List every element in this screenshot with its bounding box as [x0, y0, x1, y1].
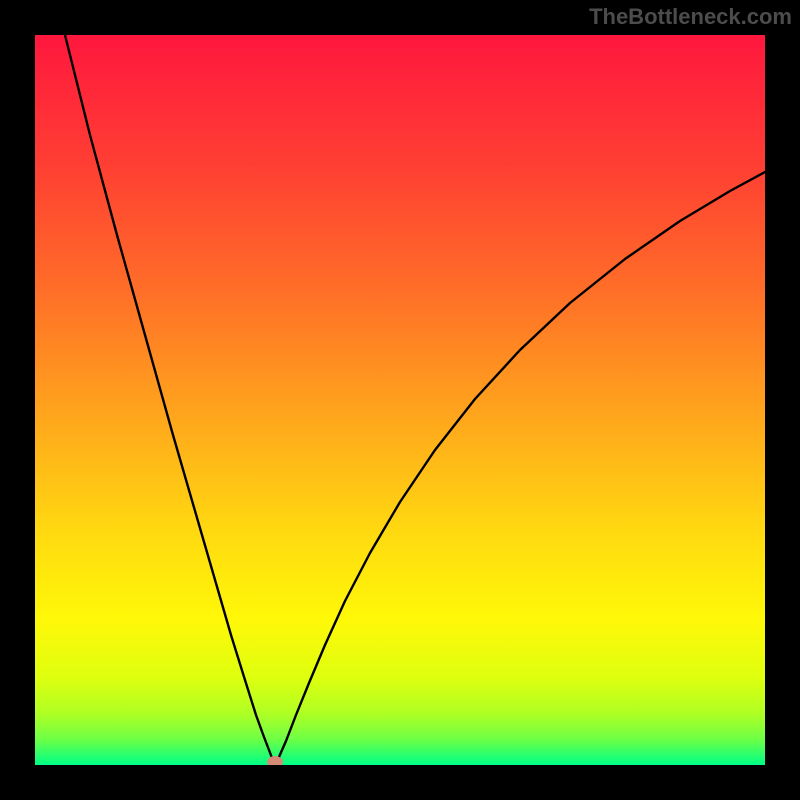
plot-area — [35, 35, 765, 765]
gradient-background — [35, 35, 765, 765]
watermark-text: TheBottleneck.com — [589, 4, 792, 30]
chart-svg — [35, 35, 765, 765]
chart-container: TheBottleneck.com — [0, 0, 800, 800]
